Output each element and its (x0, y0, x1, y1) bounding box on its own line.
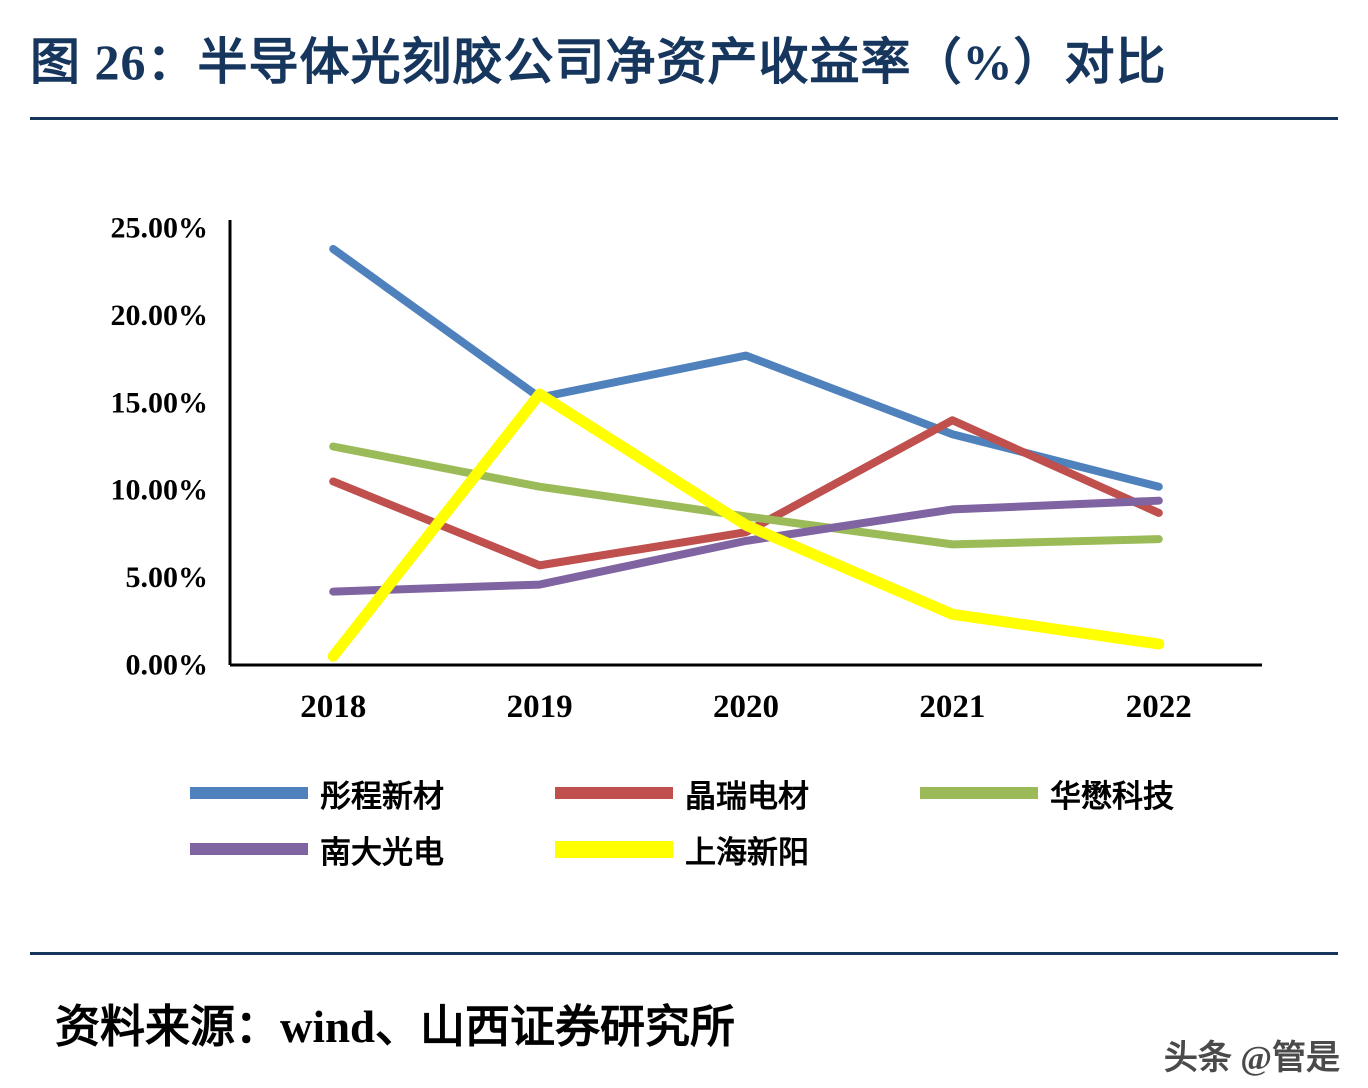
series-line-彤程新材 (329, 244, 1163, 491)
legend-label: 上海新阳 (685, 834, 809, 870)
legend-item: 华懋科技 (920, 772, 1285, 814)
y-axis-tick-label: 25.00% (111, 212, 209, 245)
series-line-晶瑞电材 (329, 416, 1163, 570)
legend-label: 南大光电 (320, 834, 444, 870)
data-source-text: 资料来源：wind、山西证券研究所 (55, 1002, 736, 1052)
y-axis-tick-label: 15.00% (111, 386, 209, 419)
y-axis-tick-label: 5.00% (126, 561, 209, 594)
x-axis-tick-label: 2022 (1126, 689, 1192, 725)
legend-item: 南大光电 (190, 828, 555, 870)
legend-swatch (920, 787, 1038, 799)
y-axis-tick-label: 0.00% (126, 649, 209, 682)
y-axis-tick-label: 20.00% (111, 299, 209, 332)
legend-label: 彤程新材 (320, 778, 444, 814)
y-axis-tick-label: 10.00% (111, 474, 209, 507)
legend-swatch (190, 787, 308, 799)
x-axis-tick-label: 2018 (300, 689, 366, 725)
x-axis-tick-label: 2019 (507, 689, 573, 725)
top-divider-line (30, 117, 1338, 120)
legend-item: 彤程新材 (190, 772, 555, 814)
bottom-divider-line (30, 952, 1338, 955)
legend-swatch (555, 787, 673, 799)
legend-swatch (555, 840, 673, 858)
roe-line-chart: 0.00% 5.00% 10.00% 15.00% 20.00% 25.00% 2018 20… (111, 212, 1262, 725)
legend-item: 晶瑞电材 (555, 772, 920, 814)
x-axis-tick-label: 2020 (713, 689, 779, 725)
legend-item: 上海新阳 (555, 828, 920, 870)
legend-label: 华懋科技 (1050, 778, 1174, 814)
chart-legend: 彤程新材 晶瑞电材 华懋科技南大光电 上海新阳 (190, 772, 1285, 870)
x-axis-tick-label: 2021 (919, 689, 985, 725)
legend-label: 晶瑞电材 (685, 778, 809, 814)
legend-swatch (190, 843, 308, 855)
series-line-南大光电 (329, 496, 1163, 596)
figure-title: 图 26：半导体光刻胶公司净资产收益率（%）对比 (30, 34, 1167, 90)
watermark-text: 头条 @管是 (1163, 1040, 1340, 1077)
series-line-上海新阳 (327, 388, 1165, 662)
